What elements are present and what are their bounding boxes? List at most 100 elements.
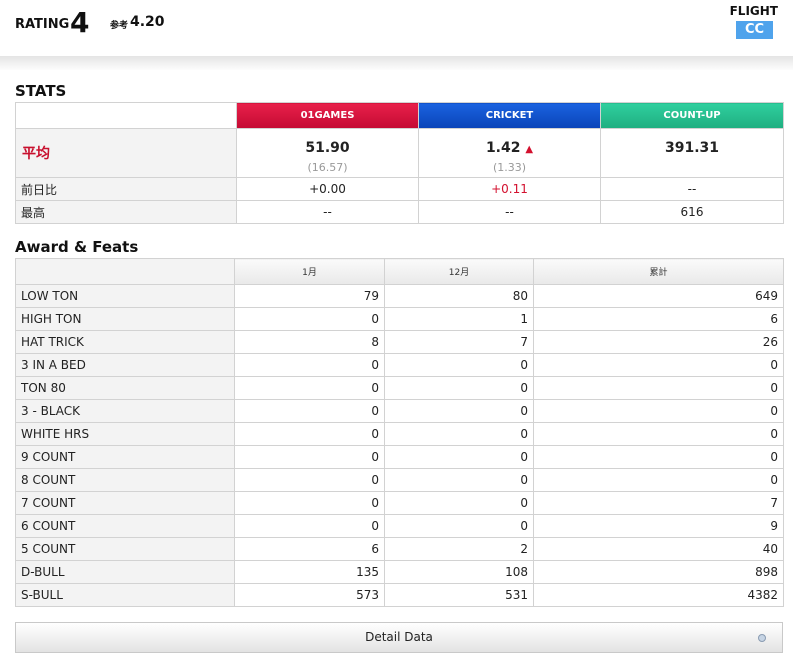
award-row-label: WHITE HRS (15, 422, 235, 446)
average-cricket-value: 1.42 (485, 140, 521, 156)
award-row: LOW TON 79 80 649 (15, 284, 784, 308)
award-row-month-12: 108 (384, 560, 534, 584)
award-row-label: 6 COUNT (15, 514, 235, 538)
award-row-month-1: 0 (234, 307, 385, 331)
average-label: 平均 (15, 128, 237, 178)
rating-label: RATING (15, 17, 70, 32)
detail-data-label: Detail Data (365, 630, 433, 644)
award-row-month-12: 0 (384, 422, 534, 446)
best-countup: 616 (600, 200, 784, 224)
award-row: 3 - BLACK 0 0 0 (15, 399, 784, 423)
average-cricket-main: 1.42 ▲ (419, 140, 600, 156)
award-row-total: 0 (533, 468, 784, 492)
average-01games: 51.90 (16.57) (236, 128, 419, 178)
best-01games: -- (236, 200, 419, 224)
best-cricket: -- (418, 200, 601, 224)
award-row-label: 5 COUNT (15, 537, 235, 561)
award-body: LOW TON 79 80 649 HIGH TON 0 1 6 HAT TRICK 8 7 26 3 … (15, 284, 784, 607)
award-header-row: 1月 12月 累計 (15, 258, 784, 285)
average-cricket: 1.42 ▲ (1.33) (418, 128, 601, 178)
award-row-month-12: 1 (384, 307, 534, 331)
column-total: 累計 (533, 258, 784, 285)
average-row: 平均 51.90 (16.57) 1.42 ▲ (1.33) 391.31 (15, 128, 784, 178)
award-row-month-12: 80 (384, 284, 534, 308)
up-arrow-icon: ▲ (525, 144, 534, 155)
rating-header: RATING 4 参考 4.20 FLIGHT CC (0, 0, 793, 56)
award-table: 1月 12月 累計 LOW TON 79 80 649 HIGH TON 0 1 6 HAT T… (15, 258, 784, 607)
stats-title: STATS (15, 82, 67, 100)
award-row-total: 26 (533, 330, 784, 354)
award-row-label: HAT TRICK (15, 330, 235, 354)
award-row: WHITE HRS 0 0 0 (15, 422, 784, 446)
award-row-month-12: 0 (384, 514, 534, 538)
diff-cricket: +0.11 (418, 177, 601, 201)
award-row-month-12: 2 (384, 537, 534, 561)
award-row: TON 80 0 0 0 (15, 376, 784, 400)
award-row-label: S-BULL (15, 583, 235, 607)
award-row-month-1: 135 (234, 560, 385, 584)
award-row-month-12: 0 (384, 353, 534, 377)
award-row-total: 0 (533, 399, 784, 423)
award-row-label: 3 IN A BED (15, 353, 235, 377)
reference-value: 4.20 (130, 14, 165, 30)
diff-row: 前日比 +0.00 +0.11 -- (15, 177, 784, 201)
award-row-total: 0 (533, 353, 784, 377)
detail-data-button[interactable]: Detail Data (15, 622, 783, 653)
diff-01games: +0.00 (236, 177, 419, 201)
award-row-total: 4382 (533, 583, 784, 607)
award-header-blank (15, 258, 235, 285)
award-row-total: 9 (533, 514, 784, 538)
award-row-month-12: 0 (384, 376, 534, 400)
award-row-label: TON 80 (15, 376, 235, 400)
award-row: 8 COUNT 0 0 0 (15, 468, 784, 492)
award-row-total: 6 (533, 307, 784, 331)
average-01games-sub: (16.57) (307, 161, 348, 174)
award-row: HIGH TON 0 1 6 (15, 307, 784, 331)
award-row-month-1: 0 (234, 491, 385, 515)
award-title: Award & Feats (15, 238, 139, 256)
category-01games: 01GAMES (236, 102, 419, 129)
award-row-label: HIGH TON (15, 307, 235, 331)
diff-countup: -- (600, 177, 784, 201)
award-row-month-1: 0 (234, 376, 385, 400)
rating-value: 4 (70, 6, 90, 39)
award-row-total: 40 (533, 537, 784, 561)
award-row-label: 9 COUNT (15, 445, 235, 469)
award-row-label: 3 - BLACK (15, 399, 235, 423)
award-row-month-1: 6 (234, 537, 385, 561)
award-row-month-12: 7 (384, 330, 534, 354)
award-row-month-1: 79 (234, 284, 385, 308)
average-cricket-sub: (1.33) (492, 161, 527, 174)
award-row: 7 COUNT 0 0 7 (15, 491, 784, 515)
award-row-month-1: 0 (234, 514, 385, 538)
award-row-total: 0 (533, 422, 784, 446)
category-countup: COUNT-UP (600, 102, 784, 129)
award-row-month-12: 0 (384, 445, 534, 469)
award-row-total: 649 (533, 284, 784, 308)
award-row-month-1: 0 (234, 399, 385, 423)
award-row: D-BULL 135 108 898 (15, 560, 784, 584)
award-row: 5 COUNT 6 2 40 (15, 537, 784, 561)
column-month-1: 1月 (234, 258, 385, 285)
diff-label: 前日比 (15, 177, 237, 201)
stats-header-blank (15, 102, 237, 129)
award-row-total: 0 (533, 376, 784, 400)
award-row: 3 IN A BED 0 0 0 (15, 353, 784, 377)
award-row-month-1: 573 (234, 583, 385, 607)
award-row-month-1: 0 (234, 468, 385, 492)
stats-table: 01GAMES CRICKET COUNT-UP 平均 51.90 (16.57… (15, 102, 784, 224)
award-row-month-1: 0 (234, 353, 385, 377)
award-row-label: D-BULL (15, 560, 235, 584)
award-row-label: 8 COUNT (15, 468, 235, 492)
stats-header-row: 01GAMES CRICKET COUNT-UP (15, 102, 784, 129)
average-01games-value: 51.90 (305, 140, 350, 156)
award-row-month-1: 8 (234, 330, 385, 354)
award-row-month-12: 0 (384, 491, 534, 515)
flight-label: FLIGHT (729, 4, 778, 18)
best-label: 最高 (15, 200, 237, 224)
award-row-total: 7 (533, 491, 784, 515)
award-row: 6 COUNT 0 0 9 (15, 514, 784, 538)
award-row-label: LOW TON (15, 284, 235, 308)
award-row-month-12: 0 (384, 399, 534, 423)
award-row: HAT TRICK 8 7 26 (15, 330, 784, 354)
